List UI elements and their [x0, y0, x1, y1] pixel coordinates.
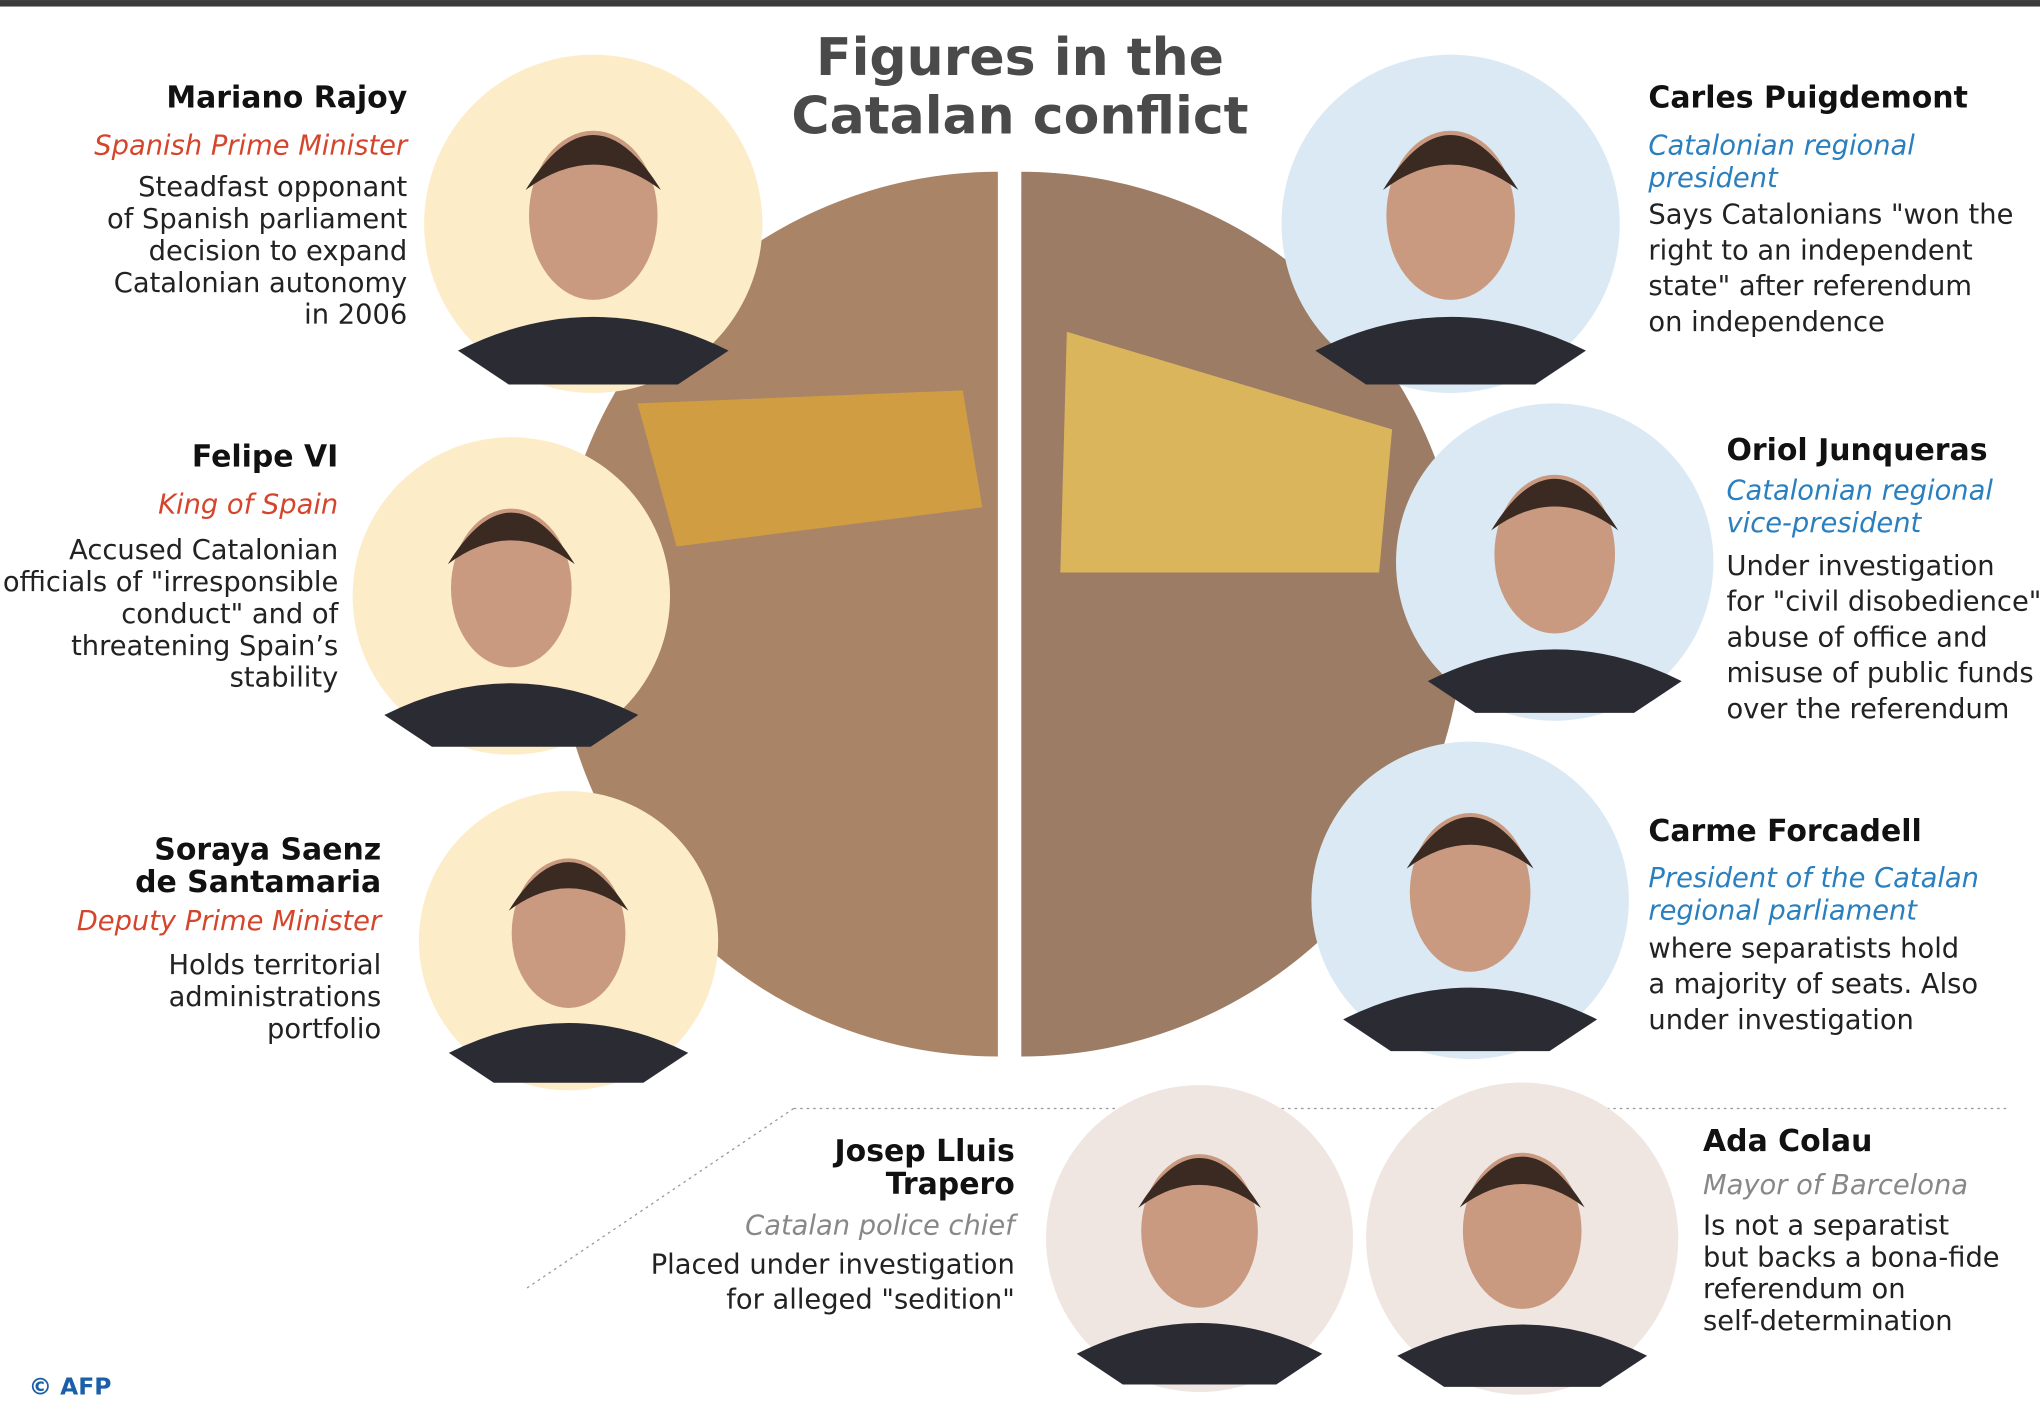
- person-description: abuse of office and: [1726, 622, 1987, 653]
- divider: [526, 1107, 794, 1289]
- person-role: Catalan police chief: [745, 1210, 1019, 1241]
- person-name: Carles Puigdemont: [1648, 80, 1967, 115]
- person-description: portfolio: [267, 1014, 381, 1045]
- person-description: administrations: [169, 982, 382, 1013]
- portrait-face: [1141, 1154, 1258, 1308]
- portrait-face: [528, 130, 658, 300]
- person-name: Oriol Junqueras: [1726, 433, 1987, 468]
- person-description: misuse of public funds: [1726, 658, 2033, 689]
- person-name: Josep Lluis: [833, 1134, 1015, 1169]
- person-description: officials of "irresponsible: [3, 567, 338, 598]
- person-name: Trapero: [886, 1167, 1015, 1202]
- person-description: Catalonian autonomy: [114, 268, 407, 299]
- title: Catalan conflict: [791, 87, 1248, 147]
- person-description: under investigation: [1648, 1005, 1913, 1036]
- portrait-hair: [1459, 1156, 1585, 1208]
- person-role: Catalonian regional: [1726, 475, 1993, 506]
- person-name: Ada Colau: [1703, 1124, 1872, 1159]
- portrait-face: [1494, 474, 1616, 634]
- portrait-face: [1409, 813, 1531, 972]
- credit: © AFP: [29, 1373, 112, 1401]
- person-description: stability: [230, 663, 339, 694]
- person-role: vice-president: [1726, 508, 1922, 539]
- person-role: President of the Catalan: [1648, 863, 1979, 894]
- person-role: King of Spain: [158, 490, 338, 521]
- person-role: Catalonian regional: [1648, 131, 1915, 162]
- person-role: president: [1647, 163, 1779, 194]
- portrait-hair: [1382, 135, 1519, 190]
- person-description: Placed under investigation: [651, 1249, 1015, 1280]
- person-description: of Spanish parliament: [107, 204, 407, 235]
- person-description: referendum on: [1703, 1274, 1906, 1305]
- person-description: on independence: [1648, 307, 1884, 338]
- portrait-face: [1462, 1152, 1582, 1309]
- portrait-shoulders: [457, 316, 729, 385]
- portrait-hair: [1138, 1158, 1261, 1208]
- person-name: Mariano Rajoy: [166, 80, 407, 115]
- person-description: a majority of seats. Also: [1648, 969, 1978, 1000]
- person-name: Carme Forcadell: [1648, 814, 1921, 849]
- person-description: threatening Spain’s: [71, 631, 338, 662]
- person-description: over the referendum: [1726, 694, 2009, 725]
- person-description: right to an independent: [1648, 235, 1973, 266]
- person-description: Under investigation: [1726, 551, 1994, 582]
- person-description: Steadfast opponant: [138, 172, 407, 203]
- person-description: for alleged "sedition": [726, 1285, 1015, 1316]
- portrait-shoulders: [448, 1022, 689, 1083]
- person-role: Spanish Prime Minister: [94, 131, 409, 162]
- portrait-shoulders: [1315, 316, 1586, 385]
- portrait-shoulders: [384, 683, 639, 747]
- portrait-shoulders: [1076, 1323, 1323, 1385]
- person-description: Accused Catalonian: [69, 535, 338, 566]
- person-role: regional parliament: [1648, 896, 1918, 927]
- person-description: state" after referendum: [1648, 271, 1972, 302]
- person-description: but backs a bona-fide: [1703, 1242, 2000, 1273]
- portrait-hair: [1406, 817, 1534, 869]
- person-description: conduct" and of: [121, 599, 339, 630]
- portrait-shoulders: [1343, 987, 1598, 1052]
- portrait-hair: [1491, 478, 1619, 531]
- person-description: Holds territorial: [168, 950, 381, 981]
- person-description: in 2006: [304, 300, 407, 331]
- portrait-face: [450, 508, 572, 668]
- flag-spain: [637, 390, 983, 547]
- person-name: de Santamaria: [135, 865, 381, 900]
- portrait-hair: [447, 512, 575, 565]
- person-description: self-determination: [1703, 1306, 1953, 1337]
- person-description: where separatists hold: [1648, 933, 1959, 964]
- person-name: Felipe VI: [192, 439, 338, 474]
- portrait-shoulders: [1427, 649, 1682, 713]
- person-name: Soraya Saenz: [154, 832, 381, 867]
- flag-catalonia: [1060, 331, 1393, 573]
- person-description: decision to expand: [149, 236, 408, 267]
- portrait-hair: [508, 862, 629, 911]
- person-description: Says Catalonians "won the: [1648, 200, 2013, 231]
- portrait-face: [511, 858, 626, 1008]
- portrait-face: [1386, 130, 1515, 300]
- title: Figures in the: [816, 28, 1224, 88]
- portrait-hair: [525, 135, 661, 190]
- portrait-shoulders: [1397, 1324, 1648, 1387]
- person-description: for "civil disobedience": [1726, 587, 2040, 618]
- top-bar: [0, 0, 2040, 7]
- person-description: Is not a separatist: [1703, 1210, 1949, 1241]
- person-role: Mayor of Barcelona: [1703, 1170, 1968, 1201]
- person-role: Deputy Prime Minister: [77, 906, 383, 937]
